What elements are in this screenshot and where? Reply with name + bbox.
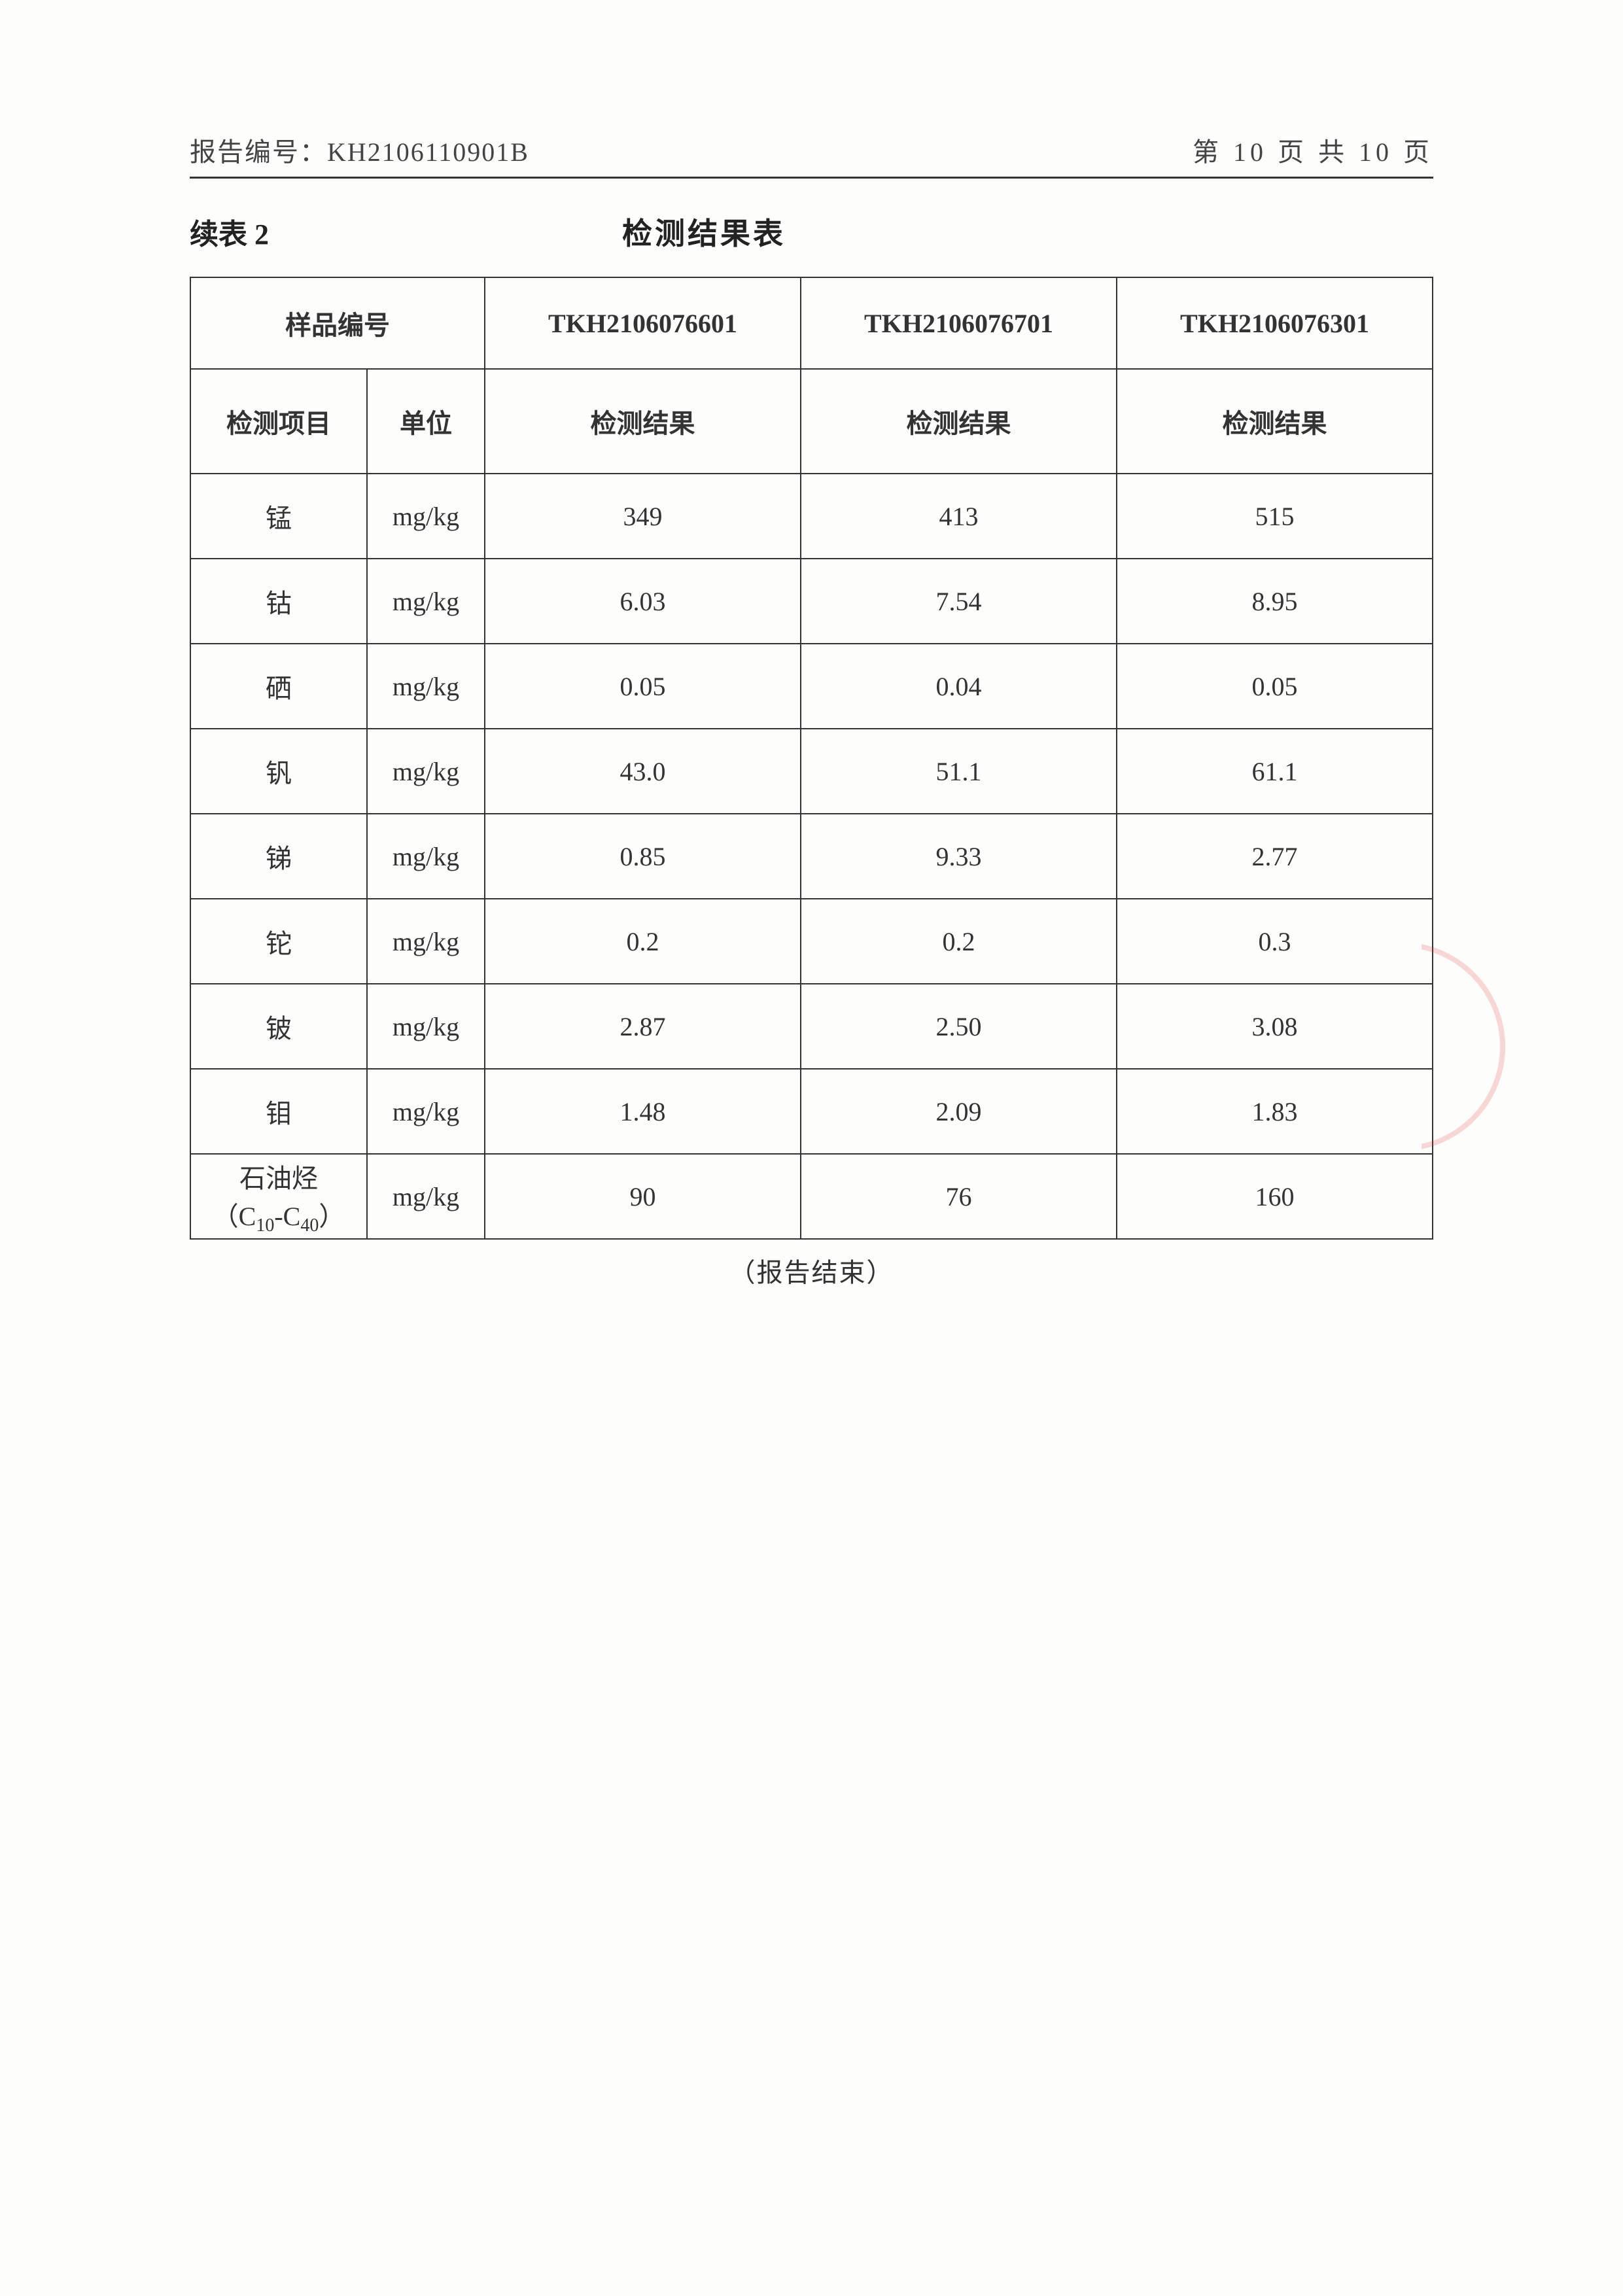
value-cell: 61.1 (1117, 729, 1433, 814)
item-cell: 钒 (190, 729, 367, 814)
results-table: 样品编号 TKH2106076601 TKH2106076701 TKH2106… (190, 277, 1433, 1240)
unit-cell: mg/kg (367, 984, 485, 1069)
report-id-value: KH2106110901B (327, 137, 529, 167)
value-cell: 160 (1117, 1154, 1433, 1239)
value-cell: 0.05 (485, 644, 801, 729)
item-cell: 钼 (190, 1069, 367, 1154)
table-row: 石油烃（C10-C40）mg/kg9076160 (190, 1154, 1433, 1239)
sample-id-1: TKH2106076701 (801, 277, 1117, 369)
item-cell: 石油烃（C10-C40） (190, 1154, 367, 1239)
unit-cell: mg/kg (367, 814, 485, 899)
table-row: 锑mg/kg0.859.332.77 (190, 814, 1433, 899)
unit-header: 单位 (367, 369, 485, 474)
item-cell: 钴 (190, 559, 367, 644)
value-cell: 43.0 (485, 729, 801, 814)
report-id: 报告编号：KH2106110901B (190, 131, 529, 169)
table-row: 锰mg/kg349413515 (190, 474, 1433, 559)
continue-label: 续表 2 (190, 211, 269, 252)
unit-cell: mg/kg (367, 1154, 485, 1239)
value-cell: 51.1 (801, 729, 1117, 814)
value-cell: 2.09 (801, 1069, 1117, 1154)
value-cell: 0.2 (485, 899, 801, 984)
item-header: 检测项目 (190, 369, 367, 474)
table-row: 钒mg/kg43.051.161.1 (190, 729, 1433, 814)
report-id-label: 报告编号： (190, 137, 327, 167)
sample-label-header: 样品编号 (190, 277, 485, 369)
unit-cell: mg/kg (367, 899, 485, 984)
value-cell: 0.85 (485, 814, 801, 899)
unit-cell: mg/kg (367, 474, 485, 559)
page-info: 第 10 页 共 10 页 (1193, 131, 1433, 169)
value-cell: 413 (801, 474, 1117, 559)
table-row: 铍mg/kg2.872.503.08 (190, 984, 1433, 1069)
item-cell: 铊 (190, 899, 367, 984)
item-cell: 硒 (190, 644, 367, 729)
column-headers-row: 检测项目 单位 检测结果 检测结果 检测结果 (190, 369, 1433, 474)
value-cell: 7.54 (801, 559, 1117, 644)
value-cell: 8.95 (1117, 559, 1433, 644)
value-cell: 2.87 (485, 984, 801, 1069)
value-cell: 2.77 (1117, 814, 1433, 899)
table-row: 钴mg/kg6.037.548.95 (190, 559, 1433, 644)
results-body: 锰mg/kg349413515钴mg/kg6.037.548.95硒mg/kg0… (190, 474, 1433, 1239)
sample-id-row: 样品编号 TKH2106076601 TKH2106076701 TKH2106… (190, 277, 1433, 369)
value-cell: 515 (1117, 474, 1433, 559)
title-row: 续表 2 检测结果表 (190, 210, 1433, 253)
value-cell: 0.05 (1117, 644, 1433, 729)
unit-cell: mg/kg (367, 644, 485, 729)
value-cell: 6.03 (485, 559, 801, 644)
value-cell: 1.83 (1117, 1069, 1433, 1154)
value-cell: 1.48 (485, 1069, 801, 1154)
result-header-0: 检测结果 (485, 369, 801, 474)
value-cell: 0.3 (1117, 899, 1433, 984)
item-cell: 锰 (190, 474, 367, 559)
unit-cell: mg/kg (367, 729, 485, 814)
item-cell: 铍 (190, 984, 367, 1069)
value-cell: 349 (485, 474, 801, 559)
result-header-2: 检测结果 (1117, 369, 1433, 474)
table-row: 硒mg/kg0.050.040.05 (190, 644, 1433, 729)
value-cell: 76 (801, 1154, 1117, 1239)
value-cell: 0.2 (801, 899, 1117, 984)
unit-cell: mg/kg (367, 1069, 485, 1154)
item-cell: 锑 (190, 814, 367, 899)
end-note: （报告结束） (190, 1251, 1433, 1289)
table-row: 铊mg/kg0.20.20.3 (190, 899, 1433, 984)
table-row: 钼mg/kg1.482.091.83 (190, 1069, 1433, 1154)
sample-id-2: TKH2106076301 (1117, 277, 1433, 369)
value-cell: 2.50 (801, 984, 1117, 1069)
sample-id-0: TKH2106076601 (485, 277, 801, 369)
value-cell: 3.08 (1117, 984, 1433, 1069)
value-cell: 9.33 (801, 814, 1117, 899)
value-cell: 90 (485, 1154, 801, 1239)
page-header: 报告编号：KH2106110901B 第 10 页 共 10 页 (190, 131, 1433, 179)
value-cell: 0.04 (801, 644, 1117, 729)
unit-cell: mg/kg (367, 559, 485, 644)
result-header-1: 检测结果 (801, 369, 1117, 474)
table-title: 检测结果表 (622, 210, 786, 253)
